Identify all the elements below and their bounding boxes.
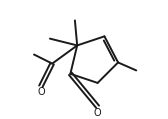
Text: O: O bbox=[94, 108, 101, 118]
Text: O: O bbox=[37, 87, 45, 97]
